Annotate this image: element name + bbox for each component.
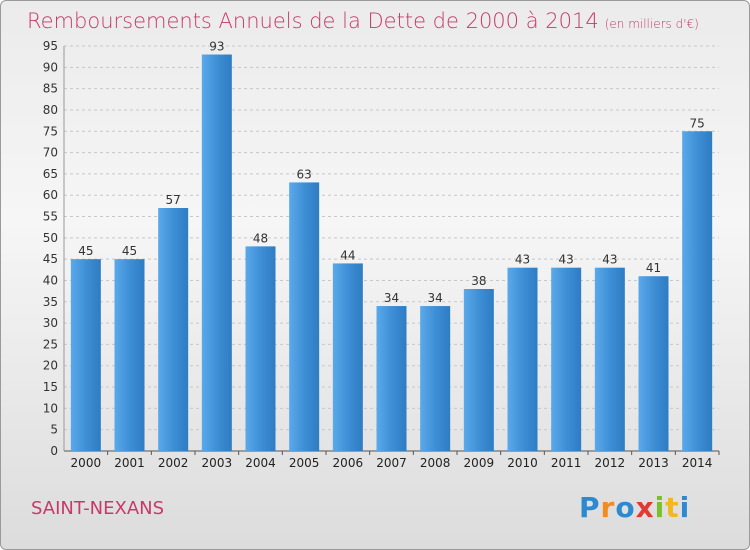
y-tick-label: 95 — [43, 39, 58, 53]
y-tick-label: 75 — [43, 124, 58, 138]
x-tick-label-2006: 2006 — [333, 456, 364, 470]
y-tick-label: 90 — [43, 60, 58, 74]
logo-letter: P — [579, 491, 601, 524]
y-tick-label: 0 — [50, 444, 58, 458]
data-label-2006: 44 — [340, 248, 355, 262]
y-tick-label: 55 — [43, 210, 58, 224]
bar-2004 — [245, 246, 276, 451]
y-tick-label: 30 — [43, 316, 58, 330]
x-tick-label-2014: 2014 — [682, 456, 713, 470]
y-tick-label: 20 — [43, 359, 58, 373]
data-label-2007: 34 — [384, 291, 399, 305]
data-label-2011: 43 — [559, 253, 574, 267]
x-tick-label-2003: 2003 — [202, 456, 233, 470]
data-label-2010: 43 — [515, 253, 530, 267]
x-tick-label-2005: 2005 — [289, 456, 320, 470]
logo-letter: x — [635, 491, 655, 524]
logo-letter: t — [665, 491, 680, 524]
bar-2010 — [507, 267, 538, 451]
x-tick-label-2001: 2001 — [114, 456, 145, 470]
y-tick-label: 10 — [43, 401, 58, 415]
x-tick-label-2010: 2010 — [507, 456, 538, 470]
x-tick-label-2012: 2012 — [595, 456, 626, 470]
data-label-2008: 34 — [428, 291, 443, 305]
bar-2007 — [376, 306, 407, 451]
y-tick-label: 70 — [43, 146, 58, 160]
x-tick-label-2002: 2002 — [158, 456, 189, 470]
x-axis: 2000 2001 2002 2003 2004 2005 2006 2007 2008 2009… — [71, 451, 720, 470]
data-label-2009: 38 — [471, 274, 486, 288]
y-axis: 0 5 10 15 20 25 30 35 40 45 50 55 60 65 70 75 80 85 90 95 — [43, 39, 58, 458]
chart-subtitle: (en milliers d'€) — [604, 17, 699, 31]
bar-2000 — [70, 259, 101, 451]
data-label-2013: 41 — [646, 261, 661, 275]
bar-2003 — [201, 54, 232, 452]
bar-2005 — [289, 182, 320, 451]
data-label-2001: 45 — [122, 244, 137, 258]
data-label-2002: 57 — [166, 193, 181, 207]
chart-title: Remboursements Annuels de la Dette de 20… — [27, 9, 699, 33]
x-tick-label-2008: 2008 — [420, 456, 451, 470]
chart-title-text: Remboursements Annuels de la Dette de 20… — [27, 9, 599, 33]
data-label-2004: 48 — [253, 231, 268, 245]
logo-letter: o — [615, 491, 636, 524]
bar-2002 — [158, 208, 189, 451]
bar-2008 — [420, 306, 451, 451]
bar-2001 — [114, 259, 145, 451]
x-tick-label-2013: 2013 — [638, 456, 669, 470]
data-label-2012: 43 — [602, 253, 617, 267]
y-tick-label: 40 — [43, 273, 58, 287]
x-tick-label-2000: 2000 — [71, 456, 102, 470]
y-tick-label: 80 — [43, 103, 58, 117]
logo-letter: r — [600, 491, 616, 524]
y-tick-label: 25 — [43, 337, 58, 351]
bar-2009 — [463, 289, 494, 451]
bar-2006 — [332, 263, 363, 451]
bar-2011 — [551, 267, 582, 451]
y-tick-label: 35 — [43, 295, 58, 309]
bars: 45 45 57 93 48 63 44 34 34 38 43 43 43 41 75 — [70, 40, 713, 452]
y-tick-label: 5 — [50, 423, 58, 437]
x-tick-label-2004: 2004 — [245, 456, 276, 470]
y-tick-label: 15 — [43, 380, 58, 394]
proxiti-logo: Proxiti — [579, 491, 690, 524]
y-tick-label: 50 — [43, 231, 58, 245]
y-tick-label: 45 — [43, 252, 58, 266]
data-label-2005: 63 — [297, 167, 312, 181]
city-name: SAINT-NEXANS — [31, 498, 165, 519]
data-label-2003: 93 — [209, 40, 224, 54]
y-tick-label: 65 — [43, 167, 58, 181]
bar-2013 — [638, 276, 669, 451]
logo-letter: i — [679, 491, 691, 524]
logo-letter: i — [654, 491, 666, 524]
x-tick-label-2009: 2009 — [464, 456, 495, 470]
bar-2014 — [682, 131, 713, 451]
x-tick-label-2007: 2007 — [376, 456, 407, 470]
y-tick-label: 85 — [43, 82, 58, 96]
x-tick-label-2011: 2011 — [551, 456, 582, 470]
y-tick-label: 60 — [43, 188, 58, 202]
data-label-2000: 45 — [78, 244, 93, 258]
bar-2012 — [594, 267, 625, 451]
data-label-2014: 75 — [690, 116, 705, 130]
